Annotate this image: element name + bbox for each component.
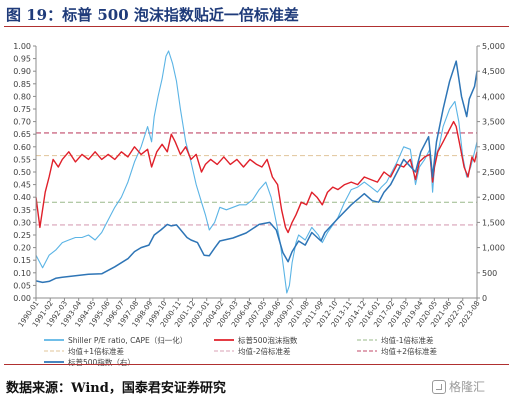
left-tick-label-5: 0.25 [13,231,31,240]
series-line-1 [35,120,478,234]
left-tick-label-7: 0.35 [13,206,31,215]
left-tick-label-3: 0.15 [13,256,31,265]
legend: Shiller P/E ratio, CAPE（归一化） 标普500泡沫指数 均值-… [44,335,438,367]
left-tick-label-2: 0.10 [13,269,31,278]
left-tick-label-15: 0.75 [13,105,31,114]
legend-label-4: 均值-2倍标准差 [238,346,291,356]
left-tick-label-14: 0.70 [13,118,31,127]
right-tick-label-8: 4,000 [482,92,505,101]
right-tick-label-10: 5,000 [482,42,505,51]
right-tick-label-4: 2,000 [482,193,505,202]
left-tick-label-12: 0.60 [13,143,31,152]
right-tick-label-7: 3,500 [482,118,505,127]
watermark-logo: 格隆汇 [432,378,485,395]
left-tick-label-10: 0.50 [13,168,31,177]
series-layer [35,50,478,294]
left-tick-label-4: 0.20 [13,244,31,253]
legend-label-2: 均值-1倍标准差 [381,335,434,345]
left-tick-label-0: 0.00 [13,294,31,303]
right-tick-label-3: 1,500 [482,218,505,227]
right-tick-label-0: 0 [482,294,487,303]
left-tick-label-6: 0.30 [13,218,31,227]
left-tick-label-17: 0.85 [13,80,31,89]
reference-lines [36,132,477,226]
left-tick-label-1: 0.05 [13,281,31,290]
footer-divider [4,364,509,365]
left-tick-label-18: 0.90 [13,67,31,76]
left-tick-label-20: 1.00 [13,42,31,51]
legend-label-1: 标普500泡沫指数 [238,335,298,345]
legend-label-3: 均值+1倍标准差 [68,346,125,356]
watermark-text: 格隆汇 [449,380,486,394]
legend-label-6: 标普500指数（右） [68,357,135,367]
left-tick-label-13: 0.65 [13,130,31,139]
watermark-icon [432,380,446,394]
left-tick-label-11: 0.55 [13,155,31,164]
legend-label-5: 均值+2倍标准差 [381,346,438,356]
left-tick-label-8: 0.40 [13,193,31,202]
right-tick-label-5: 2,500 [482,168,505,177]
axes-layer: 0.00 0.05 0.10 0.15 0.20 0.25 0.30 0.35 0.40 0.45… [13,42,505,329]
chart-canvas: 0.00 0.05 0.10 0.15 0.20 0.25 0.30 0.35 0.40 0.45… [13,42,505,367]
source-note: 数据来源：Wind，国泰君安证券研究 [6,381,226,396]
left-tick-label-19: 0.95 [13,55,31,64]
right-tick-label-9: 4,500 [482,67,505,76]
left-tick-label-16: 0.80 [13,92,31,101]
series-line-2 [35,60,478,284]
legend-label-0: Shiller P/E ratio, CAPE（归一化） [68,335,187,345]
right-tick-label-1: 500 [482,269,497,278]
series-line-0 [35,50,478,294]
right-tick-label-6: 3,000 [482,143,505,152]
title-divider [4,26,509,27]
chart-title: 图 19：标普 500 泡沫指数贴近一倍标准差 [6,6,299,24]
left-tick-label-9: 0.45 [13,181,31,190]
right-tick-label-2: 1,000 [482,244,505,253]
